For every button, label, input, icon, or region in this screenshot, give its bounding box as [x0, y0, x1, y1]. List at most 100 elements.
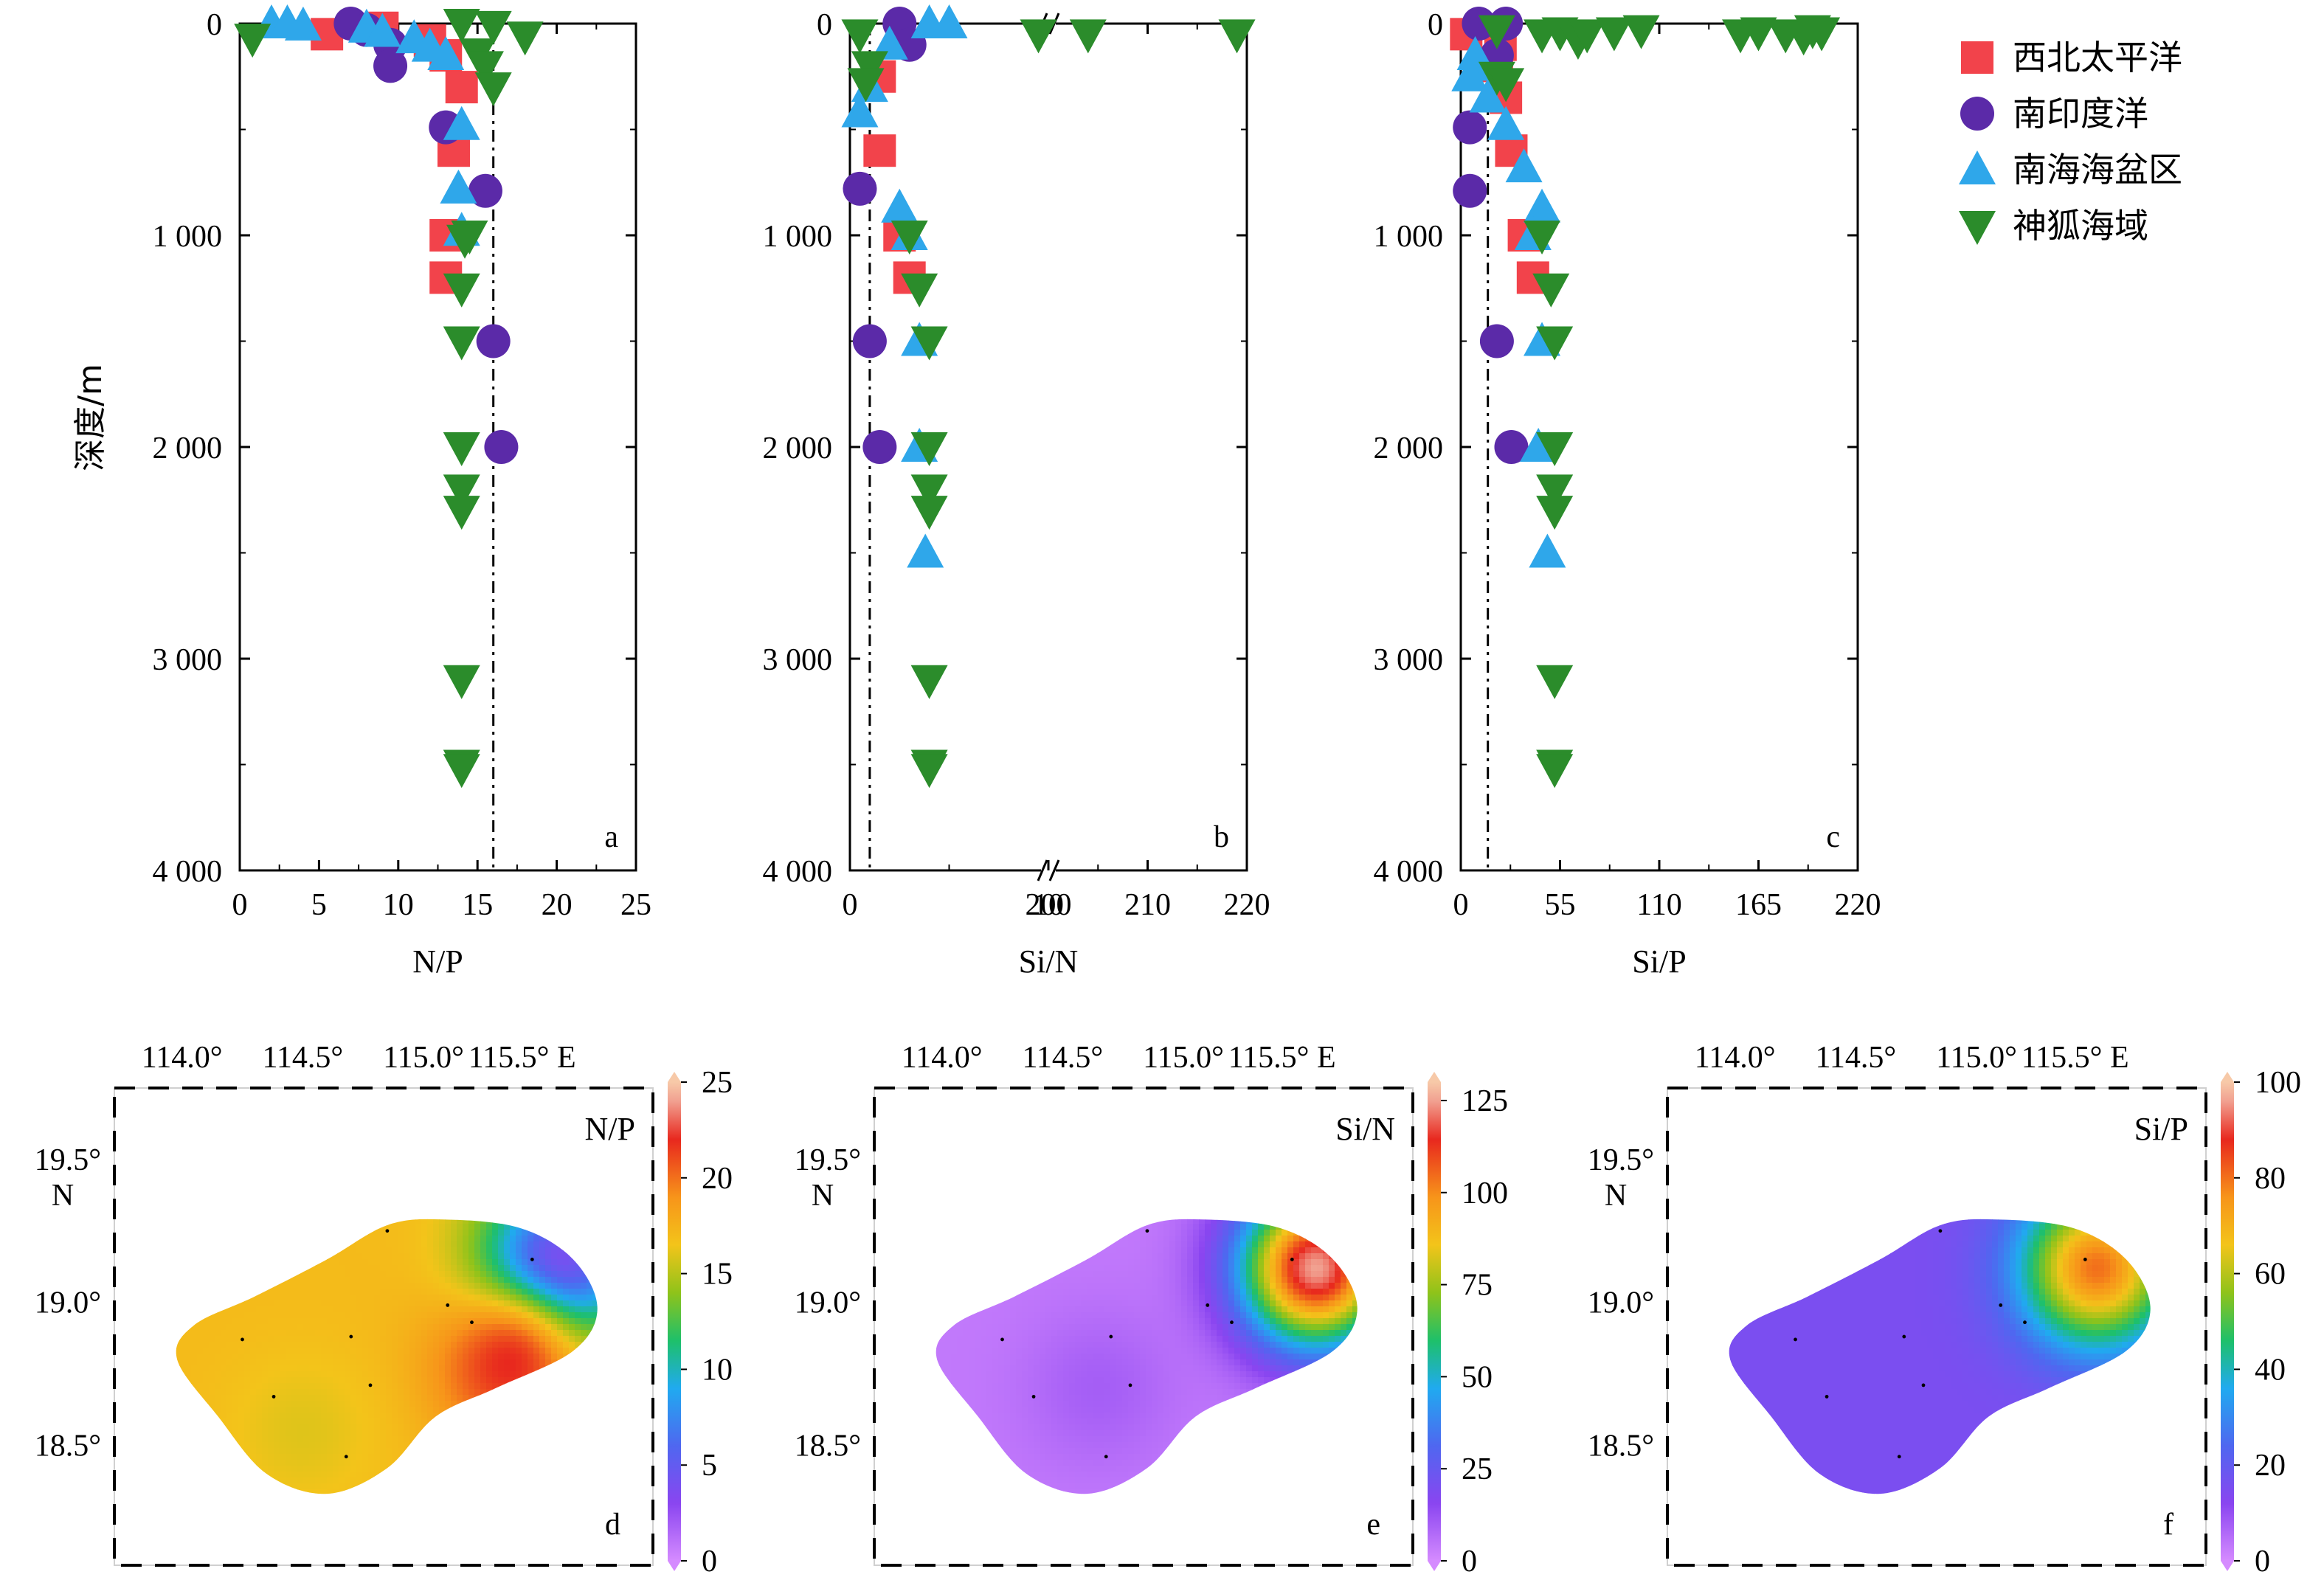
heat-cell [492, 1165, 499, 1171]
heat-cell [197, 1100, 204, 1106]
heat-cell [468, 1383, 475, 1390]
heat-cell [156, 1224, 162, 1230]
heat-cell [244, 1135, 251, 1142]
heat-cell [150, 1177, 156, 1183]
heat-cell [533, 1112, 540, 1118]
heat-cell [215, 1336, 221, 1342]
heat-cell [333, 1094, 339, 1101]
heat-cell [221, 1129, 227, 1136]
heat-cell [598, 1265, 605, 1272]
heat-cell [563, 1247, 570, 1254]
heat-cell [504, 1241, 511, 1248]
heat-cell [132, 1348, 139, 1354]
x-tick-label: 220 [1224, 888, 1270, 922]
heat-cell [362, 1129, 369, 1136]
heat-cell [185, 1123, 192, 1130]
heat-cell [138, 1253, 145, 1260]
heat-cell [126, 1365, 133, 1372]
heat-cell [333, 1300, 339, 1307]
heat-cell [362, 1206, 369, 1213]
heat-cell [321, 1265, 328, 1272]
heat-cell [516, 1088, 522, 1095]
heat-cell [468, 1118, 475, 1124]
heat-cell [569, 1200, 575, 1207]
heat-cell [380, 1188, 387, 1195]
heat-cell [474, 1123, 481, 1130]
heat-cell [522, 1359, 528, 1366]
heat-cell [592, 1283, 598, 1289]
heat-cell [433, 1265, 440, 1272]
heat-cell [522, 1354, 528, 1360]
heat-cell [504, 1236, 511, 1242]
heat-cell [439, 1324, 446, 1331]
heat-cell [404, 1106, 410, 1112]
heat-cell [616, 1336, 623, 1342]
heat-cell [427, 1165, 434, 1171]
heat-cell [345, 1247, 351, 1254]
heat-cell [539, 1135, 546, 1142]
heat-cell [215, 1271, 221, 1278]
heat-cell [474, 1300, 481, 1307]
heat-cell [286, 1135, 292, 1142]
heat-cell [563, 1377, 570, 1384]
heat-cell [533, 1336, 540, 1342]
heat-cell [557, 1259, 564, 1266]
heat-cell [522, 1188, 528, 1195]
heat-cell [238, 1224, 245, 1230]
heat-cell [404, 1112, 410, 1118]
heat-cell [634, 1165, 640, 1171]
heat-cell [492, 1224, 499, 1230]
heat-cell [439, 1271, 446, 1278]
heat-cell [516, 1295, 522, 1301]
heat-cell [350, 1147, 357, 1154]
heat-cell [256, 1277, 263, 1283]
heat-cell [120, 1123, 127, 1130]
heat-cell [268, 1359, 274, 1366]
heat-cell [191, 1354, 198, 1360]
heat-cell [120, 1371, 127, 1378]
heat-cell [504, 1129, 511, 1136]
heat-cell [350, 1206, 357, 1213]
heat-cell [144, 1159, 151, 1165]
heat-cell [581, 1300, 587, 1307]
heat-cell [138, 1159, 145, 1165]
heat-cell [569, 1354, 575, 1360]
heat-cell [551, 1306, 558, 1313]
heat-cell [522, 1377, 528, 1384]
heat-cell [468, 1336, 475, 1342]
heat-cell [386, 1123, 392, 1130]
heat-cell [345, 1241, 351, 1248]
heat-cell [533, 1277, 540, 1283]
heat-cell [321, 1247, 328, 1254]
heat-cell [297, 1129, 304, 1136]
heat-cell [533, 1253, 540, 1260]
heat-cell [286, 1106, 292, 1112]
heat-cell [327, 1147, 333, 1154]
heat-cell [533, 1147, 540, 1154]
heat-cell [167, 1135, 174, 1142]
heat-cell [445, 1188, 452, 1195]
heat-cell [545, 1348, 552, 1354]
heat-cell [280, 1159, 286, 1165]
heat-cell [563, 1123, 570, 1130]
heat-cell [350, 1324, 357, 1331]
heat-cell [569, 1336, 575, 1342]
heat-cell [209, 1241, 215, 1248]
heat-cell [575, 1200, 581, 1207]
heat-cell [516, 1336, 522, 1342]
heat-cell [533, 1141, 540, 1148]
heat-cell [545, 1342, 552, 1348]
heat-cell [640, 1289, 646, 1295]
heat-cell [345, 1165, 351, 1171]
heat-cell [415, 1318, 422, 1325]
data-point-circle [843, 171, 877, 206]
heat-cell [474, 1354, 481, 1360]
heat-cell [457, 1188, 463, 1195]
heat-cell [256, 1324, 263, 1331]
heat-cell [345, 1230, 351, 1236]
heat-cell [126, 1135, 133, 1142]
heat-cell [120, 1224, 127, 1230]
heat-cell [303, 1365, 310, 1372]
heat-cell [457, 1171, 463, 1177]
heat-cell [262, 1236, 269, 1242]
